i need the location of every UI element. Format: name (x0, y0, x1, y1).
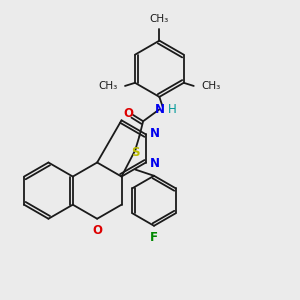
Text: F: F (150, 231, 158, 244)
Text: N: N (150, 127, 160, 140)
Text: O: O (124, 106, 134, 120)
Text: S: S (131, 146, 140, 159)
Text: CH₃: CH₃ (99, 81, 118, 91)
Text: H: H (167, 103, 176, 116)
Text: CH₃: CH₃ (201, 81, 220, 91)
Text: N: N (155, 103, 165, 116)
Text: O: O (92, 224, 103, 237)
Text: CH₃: CH₃ (150, 14, 169, 24)
Text: N: N (150, 157, 160, 169)
